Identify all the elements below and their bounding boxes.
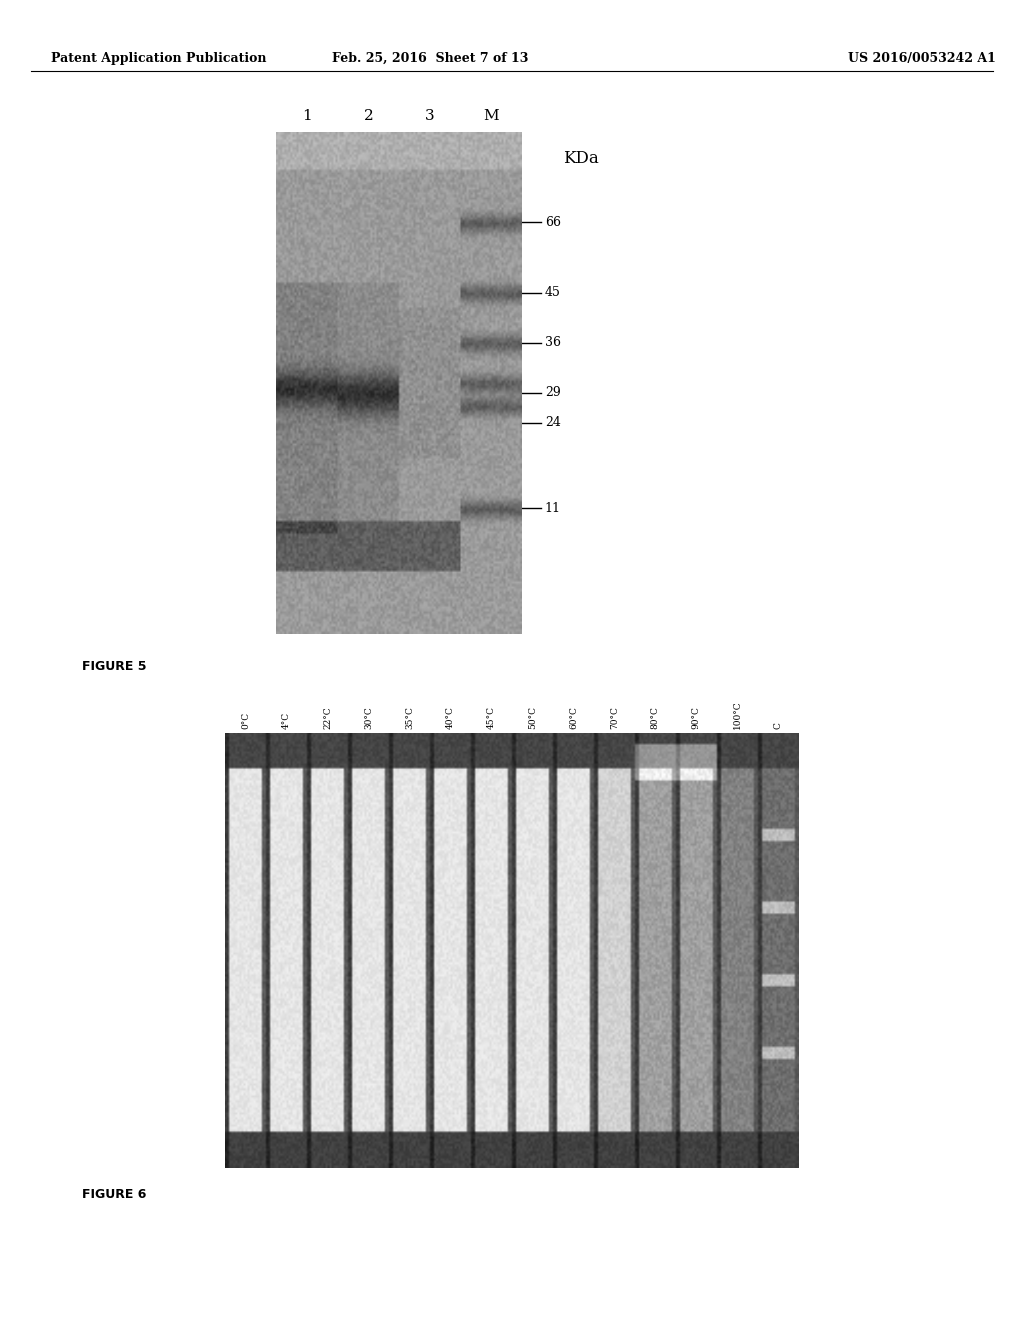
Text: 11: 11 xyxy=(545,502,561,515)
Text: FIGURE 5: FIGURE 5 xyxy=(82,660,146,673)
Text: C: C xyxy=(774,722,782,729)
Text: 3: 3 xyxy=(425,108,435,123)
Text: 35°C: 35°C xyxy=(406,706,414,729)
Text: 36: 36 xyxy=(545,337,561,350)
Text: 2: 2 xyxy=(364,108,374,123)
Text: Feb. 25, 2016  Sheet 7 of 13: Feb. 25, 2016 Sheet 7 of 13 xyxy=(332,51,528,65)
Text: 0°C: 0°C xyxy=(242,711,250,729)
Text: M: M xyxy=(483,108,500,123)
Text: 24: 24 xyxy=(545,416,561,429)
Text: 1: 1 xyxy=(302,108,312,123)
Text: FIGURE 6: FIGURE 6 xyxy=(82,1188,146,1201)
Text: 29: 29 xyxy=(545,387,560,400)
Text: Patent Application Publication: Patent Application Publication xyxy=(51,51,266,65)
Text: 45: 45 xyxy=(545,286,561,300)
Text: 45°C: 45°C xyxy=(487,706,496,729)
Text: 4°C: 4°C xyxy=(283,711,291,729)
Text: 90°C: 90°C xyxy=(692,706,700,729)
Text: 50°C: 50°C xyxy=(528,706,537,729)
Text: 40°C: 40°C xyxy=(446,706,455,729)
Text: 70°C: 70°C xyxy=(610,706,618,729)
Text: 80°C: 80°C xyxy=(651,706,659,729)
Text: 66: 66 xyxy=(545,215,561,228)
Text: US 2016/0053242 A1: US 2016/0053242 A1 xyxy=(848,51,995,65)
Text: 60°C: 60°C xyxy=(569,706,578,729)
Text: 30°C: 30°C xyxy=(365,706,373,729)
Text: 22°C: 22°C xyxy=(324,706,332,729)
Text: 100°C: 100°C xyxy=(733,700,741,729)
Text: KDa: KDa xyxy=(563,150,599,166)
